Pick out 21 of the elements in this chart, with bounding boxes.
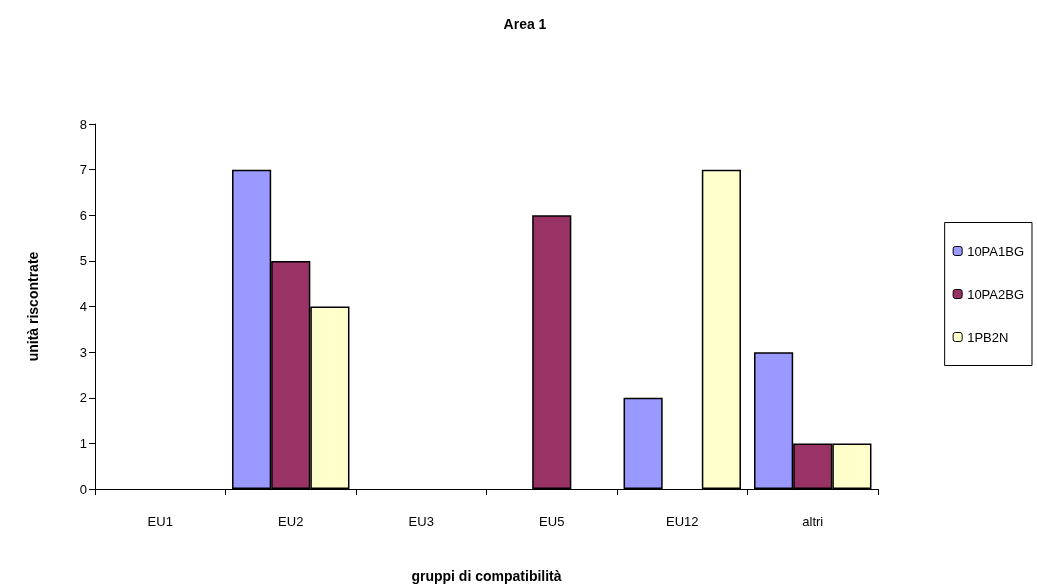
legend-label: 1PB2N: [967, 329, 1009, 345]
y-tick-label: 3: [79, 344, 87, 360]
y-tick-label: 6: [79, 207, 87, 223]
y-tick-label: 0: [79, 481, 87, 497]
y-tick-label: 8: [79, 116, 87, 132]
x-tick-label: altri: [802, 514, 824, 529]
legend-label: 10PA1BG: [967, 243, 1025, 259]
x-tick-label: EU2: [278, 514, 304, 529]
x-tick-label: EU12: [665, 514, 699, 529]
x-tick-label: EU1: [147, 514, 173, 529]
x-tick-label: EU5: [539, 514, 565, 529]
y-tick-label: 4: [79, 299, 87, 314]
y-tick-label: 5: [79, 253, 87, 269]
x-axis-title: gruppi di compatibilità: [411, 568, 562, 584]
y-tick-label: 7: [79, 162, 87, 178]
y-tick-label: 1: [79, 435, 87, 451]
legend-label: 10PA2BG: [967, 286, 1025, 302]
y-axis-title: unità riscontrate: [25, 251, 41, 362]
chart-title: Area 1: [503, 16, 547, 32]
x-tick-label: EU3: [408, 514, 434, 529]
y-tick-label: 2: [79, 390, 87, 406]
